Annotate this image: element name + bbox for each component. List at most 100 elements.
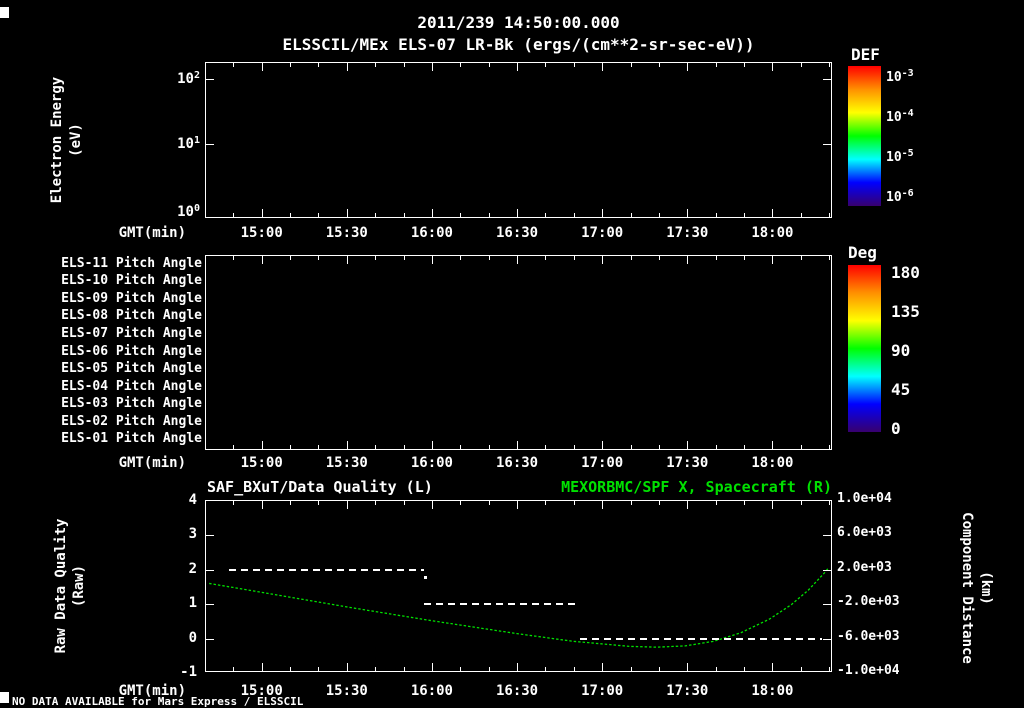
distance-tick-label: -2.0e+03 bbox=[837, 594, 900, 610]
x-tick-mark bbox=[687, 501, 689, 509]
no-data-message: NO DATA AVAILABLE for Mars Express / ELS… bbox=[12, 695, 304, 708]
x-tick-label: 17:30 bbox=[666, 225, 709, 241]
y-tick-mark bbox=[823, 535, 831, 537]
distance-tick-label: -6.0e+03 bbox=[837, 628, 900, 644]
x-tick-mark bbox=[431, 256, 433, 264]
def-tick-label: 10-5 bbox=[886, 147, 914, 166]
x-tick-mark bbox=[346, 441, 348, 449]
x-tick-label: 16:30 bbox=[495, 683, 539, 699]
x-tick-mark bbox=[346, 256, 348, 264]
x-tick-mark bbox=[630, 256, 632, 260]
x-tick-label: 15:30 bbox=[325, 683, 368, 699]
distance-tick-label: 1.0e+04 bbox=[837, 491, 892, 506]
x-tick-mark bbox=[715, 256, 717, 260]
x-tick-mark bbox=[261, 663, 263, 671]
x-tick-label: 18:00 bbox=[751, 225, 794, 241]
y-tick-mark bbox=[823, 79, 831, 80]
x-tick-mark bbox=[829, 256, 831, 260]
quality-tick-label: 1 bbox=[188, 595, 197, 612]
pitch-row-label: ELS-11 Pitch Angle bbox=[61, 255, 202, 271]
x-tick-mark bbox=[346, 501, 348, 509]
x-tick-label: 16:00 bbox=[410, 683, 453, 699]
x-tick-mark bbox=[800, 63, 802, 67]
x-tick-mark bbox=[800, 501, 802, 505]
spectrogram-panel bbox=[205, 62, 832, 218]
x-tick-mark bbox=[375, 256, 377, 260]
x-tick-mark bbox=[517, 209, 519, 217]
x-tick-mark bbox=[460, 445, 462, 449]
x-tick-mark bbox=[290, 63, 292, 67]
energy-tick-label: 102 bbox=[120, 69, 200, 87]
corner-marker-bottom bbox=[0, 692, 9, 703]
x-tick-mark bbox=[573, 445, 575, 449]
x-tick-mark bbox=[545, 213, 547, 217]
energy-tick-label-base: 10 bbox=[177, 204, 194, 220]
x-tick-mark bbox=[829, 63, 831, 67]
x-tick-mark bbox=[431, 209, 433, 217]
x-tick-label: 18:00 bbox=[751, 455, 794, 471]
x-tick-mark bbox=[545, 445, 547, 449]
x-tick-mark bbox=[346, 209, 348, 217]
data-quality-segment bbox=[580, 637, 822, 640]
x-tick-mark bbox=[772, 256, 774, 264]
x-tick-mark bbox=[290, 213, 292, 217]
x-tick-mark bbox=[460, 501, 462, 505]
x-tick-mark bbox=[658, 213, 660, 217]
quality-axis-label: Raw Data Quality bbox=[52, 518, 69, 654]
x-tick-mark bbox=[658, 667, 660, 671]
pitch-row-label: ELS-07 Pitch Angle bbox=[61, 326, 202, 341]
x-tick-mark bbox=[658, 256, 660, 260]
energy-tick-label-exp: 0 bbox=[193, 203, 200, 214]
pitch-row-label: ELS-10 Pitch Angle bbox=[61, 273, 202, 289]
deg-tick-label: 135 bbox=[891, 302, 920, 321]
energy-tick-label-exp: 1 bbox=[193, 135, 200, 146]
def-tick-label-base: 10 bbox=[886, 110, 902, 125]
quality-tick-label: 2 bbox=[188, 560, 197, 577]
x-tick-mark bbox=[290, 501, 292, 505]
x-tick-label: 15:00 bbox=[240, 683, 283, 699]
x-tick-mark bbox=[318, 213, 320, 217]
x-tick-mark bbox=[290, 445, 292, 449]
x-tick-mark bbox=[800, 445, 802, 449]
x-tick-mark bbox=[744, 63, 746, 67]
x-tick-label: 16:30 bbox=[495, 225, 539, 241]
x-tick-mark bbox=[431, 663, 433, 671]
x-tick-mark bbox=[488, 445, 490, 449]
x-tick-mark bbox=[488, 63, 490, 67]
y-tick-mark bbox=[823, 144, 831, 145]
deg-tick-label: 180 bbox=[891, 263, 920, 282]
x-tick-mark bbox=[602, 63, 604, 71]
def-tick-label-base: 10 bbox=[886, 70, 902, 85]
quality-marker-dot bbox=[424, 576, 427, 579]
deg-tick-label: 45 bbox=[891, 380, 911, 399]
x-tick-mark bbox=[602, 501, 604, 509]
def-tick-label: 10-4 bbox=[886, 107, 914, 126]
x-tick-mark bbox=[772, 63, 774, 71]
distance-series-title: MEXORBMC/SPF X, Spacecraft (R) bbox=[561, 478, 832, 496]
x-tick-mark bbox=[290, 256, 292, 260]
x-tick-mark bbox=[318, 445, 320, 449]
x-tick-mark bbox=[658, 445, 660, 449]
pitch-angle-panel bbox=[205, 255, 832, 450]
x-tick-label: 16:30 bbox=[495, 455, 539, 471]
x-tick-mark bbox=[715, 445, 717, 449]
x-tick-mark bbox=[800, 213, 802, 217]
x-tick-mark bbox=[630, 667, 632, 671]
x-tick-mark bbox=[375, 667, 377, 671]
x-tick-mark bbox=[517, 256, 519, 264]
x-tick-mark bbox=[261, 501, 263, 509]
x-tick-mark bbox=[403, 63, 405, 67]
x-tick-mark bbox=[233, 501, 235, 505]
x-tick-mark bbox=[772, 441, 774, 449]
x-tick-mark bbox=[602, 663, 604, 671]
x-tick-mark bbox=[488, 667, 490, 671]
x-tick-mark bbox=[829, 213, 831, 217]
quality-tick-label: -1 bbox=[180, 664, 197, 680]
x-tick-mark bbox=[573, 501, 575, 505]
x-tick-mark bbox=[744, 213, 746, 217]
distance-tick-label: 2.0e+03 bbox=[837, 559, 892, 575]
x-tick-mark bbox=[772, 209, 774, 217]
pitch-row-label: ELS-05 Pitch Angle bbox=[61, 361, 202, 377]
x-tick-mark bbox=[375, 445, 377, 449]
pitch-row-label: ELS-03 Pitch Angle bbox=[61, 396, 202, 412]
